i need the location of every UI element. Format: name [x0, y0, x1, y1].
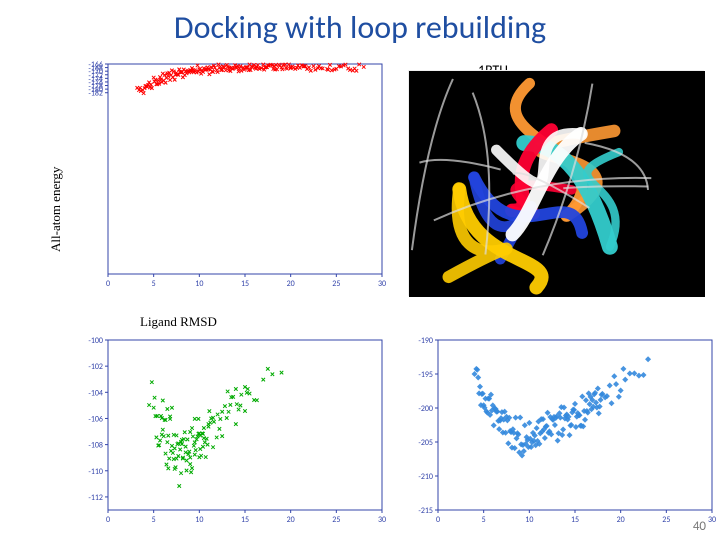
x-axis-label: Ligand RMSD: [140, 314, 217, 330]
svg-text:15: 15: [241, 515, 249, 525]
svg-text:0: 0: [106, 515, 110, 525]
svg-text:-108: -108: [88, 441, 103, 451]
svg-text:-110: -110: [88, 467, 103, 477]
svg-text:5: 5: [152, 515, 156, 525]
svg-text:-215: -215: [418, 506, 433, 516]
protein-render: [408, 70, 704, 296]
svg-text:10: 10: [195, 515, 203, 525]
svg-text:-210: -210: [418, 472, 433, 482]
svg-text:30: 30: [378, 515, 386, 525]
svg-text:-205: -205: [418, 438, 433, 448]
svg-text:25: 25: [332, 515, 340, 525]
slide-title: Docking with loop rebuilding: [0, 8, 720, 47]
svg-text:30: 30: [708, 515, 716, 525]
y-axis-label: All-atom energy: [48, 167, 64, 252]
svg-text:-195: -195: [418, 370, 433, 380]
svg-text:0: 0: [106, 279, 110, 289]
svg-text:5: 5: [482, 515, 486, 525]
svg-text:15: 15: [571, 515, 579, 525]
svg-text:15: 15: [241, 279, 249, 289]
svg-text:-182: -182: [88, 89, 103, 99]
svg-text:5: 5: [152, 279, 156, 289]
svg-text:0: 0: [436, 515, 440, 525]
scatter-bound-rigid: -166-168-170-172-174-176-178-180-1820510…: [68, 56, 388, 296]
svg-text:-190: -190: [418, 336, 433, 346]
svg-text:20: 20: [287, 515, 295, 525]
scatter-unbound-rigid: -100 -102 -104 -106 -108 -110 -112 0 5 10 15 20 25 30: [68, 332, 388, 532]
svg-text:-104: -104: [88, 388, 103, 398]
svg-text:-112: -112: [88, 493, 103, 503]
svg-text:-200: -200: [418, 404, 433, 414]
svg-text:25: 25: [332, 279, 340, 289]
page-number: 40: [693, 519, 706, 534]
svg-text:10: 10: [525, 515, 533, 525]
svg-text:-100: -100: [88, 336, 103, 346]
svg-text:-102: -102: [88, 362, 103, 372]
svg-text:10: 10: [195, 279, 203, 289]
scatter-unbound-flexible: -190 -195 -200 -205 -210 -2150 5 10 15 20 25 30: [398, 332, 718, 532]
svg-text:20: 20: [287, 279, 295, 289]
svg-text:-106: -106: [88, 414, 103, 424]
svg-text:30: 30: [378, 279, 386, 289]
svg-text:20: 20: [617, 515, 625, 525]
svg-text:25: 25: [662, 515, 670, 525]
